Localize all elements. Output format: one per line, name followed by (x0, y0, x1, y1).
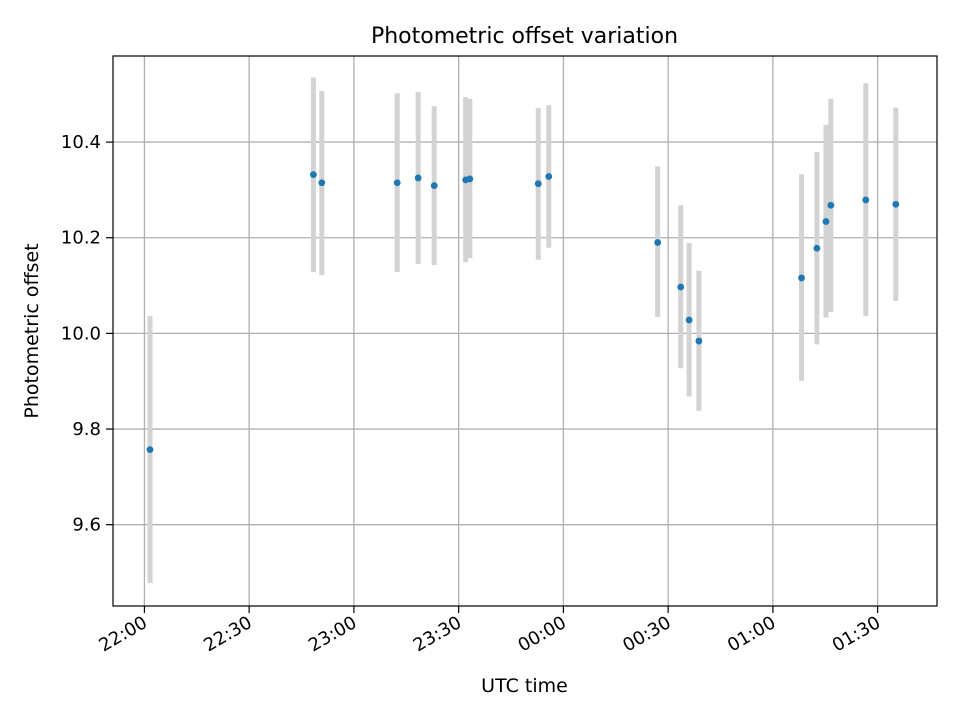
data-point (534, 180, 542, 188)
data-point (654, 239, 662, 246)
y-tick-label: 10.0 (61, 323, 101, 344)
data-point (798, 274, 805, 282)
data-point (414, 174, 422, 182)
y-axis-label: Photometric offset (21, 243, 43, 418)
x-axis-label: UTC time (481, 675, 568, 697)
data-point (318, 179, 326, 187)
data-point (430, 182, 438, 190)
y-axis-ticks: 9.6 9.8 10.0 10.2 10.4 (61, 132, 113, 536)
data-point (827, 201, 835, 209)
data-point (822, 218, 830, 225)
y-tick-label: 9.8 (72, 419, 101, 440)
data-point (892, 200, 900, 208)
plot-frame (112, 55, 938, 607)
data-point (677, 283, 685, 291)
data-point (310, 171, 317, 179)
data-point (813, 244, 821, 252)
y-tick-label: 9.6 (72, 515, 101, 536)
data-point (695, 337, 703, 345)
y-tick-label: 10.4 (61, 132, 101, 153)
chart-title: Photometric offset variation (371, 24, 678, 49)
data-point (545, 173, 553, 180)
data-points (146, 171, 900, 454)
data-point (146, 446, 154, 454)
data-point (685, 316, 693, 324)
data-point (466, 175, 474, 183)
y-tick-label: 10.2 (61, 228, 101, 249)
data-point (393, 179, 401, 187)
data-point (862, 196, 870, 204)
